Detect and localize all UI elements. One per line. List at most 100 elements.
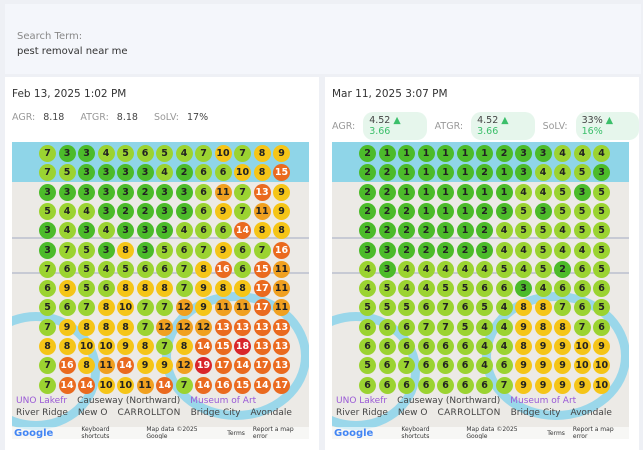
rank-point[interactable]: 7 — [234, 145, 251, 162]
rank-point[interactable]: 5 — [593, 222, 610, 240]
rank-point[interactable]: 7 — [39, 376, 56, 394]
rank-point[interactable]: 5 — [593, 183, 610, 201]
rank-point[interactable]: 3 — [117, 222, 134, 240]
rank-point[interactable]: 10 — [234, 164, 251, 182]
rank-point[interactable]: 14 — [117, 357, 134, 375]
rank-point[interactable]: 5 — [437, 280, 454, 298]
rank-point[interactable]: 2 — [398, 222, 415, 240]
rank-point[interactable]: 10 — [593, 376, 610, 394]
rank-point[interactable]: 6 — [359, 376, 376, 394]
rank-point[interactable]: 15 — [273, 164, 290, 182]
rank-point[interactable]: 4 — [534, 164, 552, 182]
rank-point[interactable]: 7 — [39, 357, 56, 375]
rank-point[interactable]: 5 — [156, 145, 173, 162]
rank-point[interactable]: 1 — [398, 183, 415, 201]
keyboard-shortcuts-link[interactable]: Keyboard shortcuts — [401, 426, 430, 439]
rank-point[interactable]: 5 — [117, 145, 134, 162]
rank-point[interactable]: 15 — [253, 260, 271, 278]
rank-point[interactable]: 6 — [593, 280, 610, 298]
rank-point[interactable]: 2 — [495, 145, 513, 162]
rank-point[interactable]: 13 — [253, 318, 271, 336]
rank-point[interactable]: 4 — [573, 145, 591, 162]
rank-point[interactable]: 4 — [554, 222, 571, 240]
rank-point[interactable]: 10 — [214, 145, 232, 162]
rank-point[interactable]: 9 — [534, 357, 552, 375]
rank-point[interactable]: 6 — [136, 145, 154, 162]
rank-point[interactable]: 4 — [515, 241, 532, 259]
rank-point[interactable]: 14 — [78, 376, 95, 394]
terms-link[interactable]: Terms — [547, 429, 565, 437]
rank-point[interactable]: 4 — [476, 338, 493, 355]
keyboard-shortcuts-link[interactable]: Keyboard shortcuts — [81, 426, 110, 439]
rank-point[interactable]: 6 — [378, 338, 396, 355]
rank-point[interactable]: 6 — [398, 338, 415, 355]
rank-point[interactable]: 7 — [495, 376, 513, 394]
rank-point[interactable]: 6 — [437, 376, 454, 394]
rank-point[interactable]: 1 — [437, 145, 454, 162]
rank-point[interactable]: 9 — [515, 318, 532, 336]
rank-point[interactable]: 2 — [378, 183, 396, 201]
rank-point[interactable]: 5 — [456, 280, 474, 298]
rank-point[interactable]: 7 — [175, 376, 193, 394]
rank-point[interactable]: 8 — [534, 299, 552, 317]
rank-point[interactable]: 9 — [554, 376, 571, 394]
terms-link[interactable]: Terms — [227, 429, 245, 437]
rank-point[interactable]: 8 — [78, 318, 95, 336]
rank-point[interactable]: 8 — [175, 338, 193, 355]
rank-point[interactable]: 6 — [495, 280, 513, 298]
rank-point[interactable]: 4 — [593, 145, 610, 162]
rank-point[interactable]: 3 — [378, 260, 396, 278]
rank-point[interactable]: 2 — [378, 202, 396, 220]
rank-point[interactable]: 1 — [417, 183, 435, 201]
rank-point[interactable]: 3 — [78, 164, 95, 182]
rank-point[interactable]: 6 — [39, 280, 56, 298]
rank-point[interactable]: 5 — [593, 299, 610, 317]
rank-point[interactable]: 3 — [156, 222, 173, 240]
rank-point[interactable]: 9 — [573, 376, 591, 394]
rank-point[interactable]: 8 — [117, 241, 134, 259]
rank-point[interactable]: 15 — [234, 376, 251, 394]
rank-point[interactable]: 6 — [234, 241, 251, 259]
rank-point[interactable]: 3 — [97, 202, 115, 220]
rank-point[interactable]: 5 — [593, 202, 610, 220]
rank-point[interactable]: 7 — [39, 145, 56, 162]
rank-point[interactable]: 4 — [398, 260, 415, 278]
rank-point[interactable]: 7 — [78, 299, 95, 317]
rank-point[interactable]: 3 — [359, 241, 376, 259]
rank-point[interactable]: 6 — [195, 202, 212, 220]
rank-point[interactable]: 3 — [117, 183, 134, 201]
rank-point[interactable]: 9 — [515, 357, 532, 375]
rank-point[interactable]: 12 — [156, 318, 173, 336]
rank-point[interactable]: 3 — [593, 164, 610, 182]
rank-point[interactable]: 14 — [195, 338, 212, 355]
rank-point[interactable]: 5 — [593, 260, 610, 278]
rank-point[interactable]: 5 — [378, 280, 396, 298]
rank-point[interactable]: 10 — [593, 357, 610, 375]
rank-point[interactable]: 11 — [214, 183, 232, 201]
rank-point[interactable]: 7 — [156, 338, 173, 355]
rank-point[interactable]: 16 — [214, 376, 232, 394]
rank-point[interactable]: 6 — [234, 260, 251, 278]
rank-grid-map[interactable]: 7 3 3 4 5 6 5 4 7 10 7 8 9 7 5 3 3 3 3 4 2 6 6 10 8 15 3 3 3 3 3 2 3 3 6 11… — [12, 142, 309, 439]
rank-point[interactable]: 2 — [417, 222, 435, 240]
rank-point[interactable]: 1 — [417, 164, 435, 182]
rank-point[interactable]: 1 — [456, 145, 474, 162]
rank-point[interactable]: 6 — [97, 280, 115, 298]
rank-point[interactable]: 9 — [195, 280, 212, 298]
rank-point[interactable]: 4 — [534, 183, 552, 201]
rank-point[interactable]: 17 — [253, 280, 271, 298]
rank-point[interactable]: 14 — [58, 376, 76, 394]
rank-point[interactable]: 17 — [214, 357, 232, 375]
rank-point[interactable]: 5 — [515, 222, 532, 240]
rank-point[interactable]: 8 — [136, 280, 154, 298]
rank-point[interactable]: 6 — [437, 338, 454, 355]
rank-point[interactable]: 8 — [156, 280, 173, 298]
rank-point[interactable]: 18 — [234, 338, 251, 355]
rank-point[interactable]: 4 — [476, 318, 493, 336]
rank-point[interactable]: 3 — [156, 202, 173, 220]
rank-point[interactable]: 13 — [273, 357, 290, 375]
rank-point[interactable]: 7 — [234, 202, 251, 220]
rank-point[interactable]: 1 — [437, 183, 454, 201]
rank-point[interactable]: 5 — [573, 164, 591, 182]
rank-point[interactable]: 5 — [534, 260, 552, 278]
